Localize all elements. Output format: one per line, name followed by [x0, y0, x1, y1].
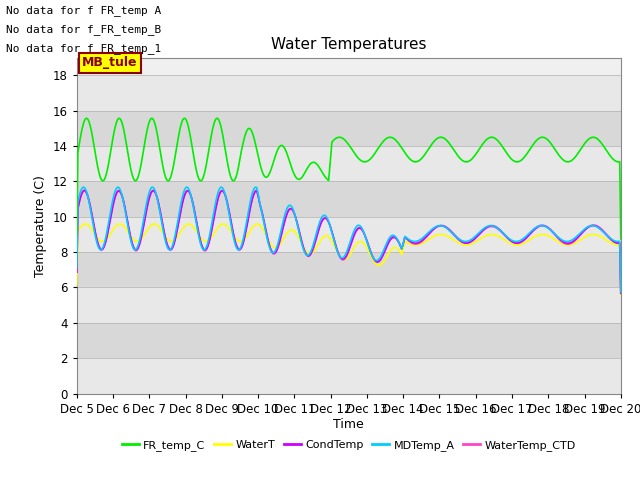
Text: No data for f FR_temp_1: No data for f FR_temp_1 — [6, 43, 162, 54]
Text: No data for f̲FR̲temp̲B: No data for f̲FR̲temp̲B — [6, 24, 162, 35]
Bar — [77, 75, 621, 111]
Text: No data for f FR_temp A: No data for f FR_temp A — [6, 5, 162, 16]
Bar — [77, 323, 621, 358]
Bar — [77, 288, 621, 323]
Text: MB_tule: MB_tule — [83, 57, 138, 70]
Bar — [77, 358, 621, 394]
Title: Water Temperatures: Water Temperatures — [271, 37, 426, 52]
Y-axis label: Temperature (C): Temperature (C) — [34, 175, 47, 276]
Bar — [77, 111, 621, 146]
Bar — [77, 181, 621, 217]
Bar — [77, 252, 621, 288]
X-axis label: Time: Time — [333, 419, 364, 432]
Legend: FR_temp_C, WaterT, CondTemp, MDTemp_A, WaterTemp_CTD: FR_temp_C, WaterT, CondTemp, MDTemp_A, W… — [118, 435, 580, 455]
Bar — [77, 146, 621, 181]
Bar — [77, 217, 621, 252]
